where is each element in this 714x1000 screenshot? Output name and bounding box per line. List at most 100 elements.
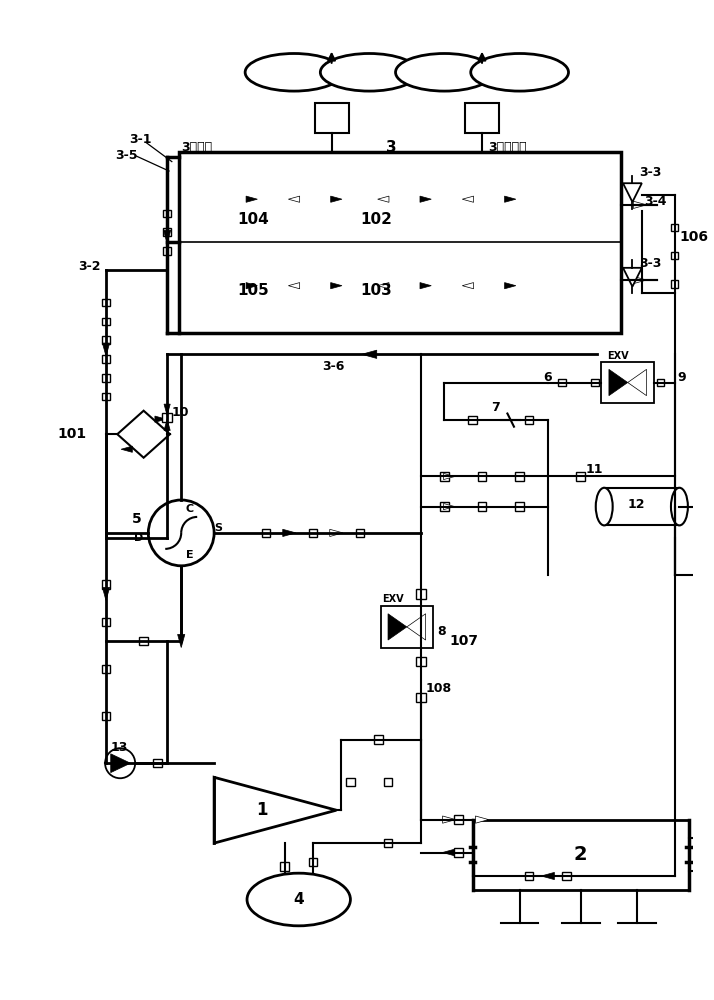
Polygon shape — [378, 196, 389, 202]
Ellipse shape — [671, 488, 688, 525]
Polygon shape — [378, 283, 389, 289]
Polygon shape — [362, 350, 377, 358]
Text: C: C — [186, 504, 194, 514]
Text: 1: 1 — [256, 801, 268, 819]
Bar — [441, 502, 448, 511]
Polygon shape — [388, 614, 407, 640]
Bar — [315, 103, 348, 133]
Polygon shape — [628, 369, 646, 396]
Text: S: S — [214, 523, 222, 533]
Polygon shape — [283, 529, 296, 537]
Polygon shape — [246, 196, 257, 202]
Text: EXV: EXV — [383, 594, 404, 604]
Bar — [468, 416, 477, 424]
Text: 2: 2 — [574, 845, 588, 864]
Text: 3-4: 3-4 — [644, 195, 666, 208]
Bar — [102, 712, 110, 720]
Text: 6: 6 — [543, 371, 552, 384]
Bar — [473, 820, 689, 890]
Text: 11: 11 — [585, 463, 603, 476]
Bar — [671, 252, 678, 259]
Text: 3-2: 3-2 — [78, 260, 101, 273]
Bar — [604, 488, 680, 525]
Bar — [525, 416, 533, 424]
Text: 13: 13 — [111, 741, 128, 754]
Text: 8: 8 — [437, 625, 446, 638]
Polygon shape — [462, 283, 473, 289]
Text: 102: 102 — [360, 212, 392, 227]
Bar — [346, 778, 355, 786]
Bar — [164, 228, 171, 236]
Bar — [102, 580, 110, 589]
Bar — [308, 858, 317, 866]
Bar — [179, 152, 621, 333]
Polygon shape — [178, 634, 185, 648]
Bar — [454, 815, 463, 824]
Bar — [657, 379, 665, 386]
Bar — [102, 355, 110, 363]
Polygon shape — [117, 411, 170, 458]
Ellipse shape — [471, 53, 568, 91]
Ellipse shape — [396, 53, 493, 91]
Polygon shape — [164, 419, 170, 430]
Bar — [102, 299, 110, 306]
Polygon shape — [443, 849, 456, 856]
Polygon shape — [164, 404, 170, 415]
Bar — [416, 589, 426, 599]
Polygon shape — [541, 872, 554, 880]
Text: 12: 12 — [628, 498, 645, 511]
Bar — [558, 379, 565, 386]
Text: 3-3: 3-3 — [639, 257, 661, 270]
Circle shape — [105, 748, 135, 778]
Polygon shape — [288, 283, 300, 289]
Ellipse shape — [245, 53, 343, 91]
Text: 105: 105 — [238, 283, 269, 298]
Polygon shape — [505, 283, 516, 289]
Polygon shape — [633, 201, 646, 208]
Text: 106: 106 — [680, 230, 708, 244]
Polygon shape — [102, 587, 110, 601]
Polygon shape — [443, 816, 456, 823]
Bar — [576, 472, 585, 481]
Circle shape — [149, 500, 214, 566]
Bar — [384, 839, 392, 847]
Text: 3-3: 3-3 — [639, 166, 661, 179]
Bar — [441, 472, 448, 481]
Polygon shape — [121, 446, 132, 452]
Polygon shape — [214, 777, 336, 843]
Bar — [601, 362, 654, 403]
Bar — [381, 606, 433, 648]
Polygon shape — [420, 196, 431, 202]
Bar — [416, 657, 426, 666]
Text: 104: 104 — [238, 212, 269, 227]
Bar — [516, 472, 524, 481]
Text: 10: 10 — [172, 406, 189, 419]
Ellipse shape — [595, 488, 613, 525]
Bar — [416, 693, 426, 702]
Bar — [281, 862, 289, 871]
Text: EXV: EXV — [607, 351, 628, 361]
Polygon shape — [102, 343, 110, 356]
Text: 3: 3 — [386, 140, 397, 155]
Text: E: E — [186, 550, 193, 560]
Bar — [516, 502, 524, 511]
Bar — [525, 872, 533, 880]
Polygon shape — [443, 503, 455, 510]
Bar — [374, 735, 383, 744]
Bar — [162, 413, 172, 422]
Text: 3分流头側: 3分流头側 — [488, 141, 527, 154]
Bar — [308, 529, 317, 537]
Polygon shape — [330, 529, 343, 537]
Text: 107: 107 — [449, 634, 478, 648]
Polygon shape — [443, 473, 455, 480]
Bar — [139, 637, 148, 645]
Polygon shape — [623, 183, 642, 202]
Text: 3-5: 3-5 — [116, 149, 138, 162]
Bar — [102, 665, 110, 673]
Text: 3-1: 3-1 — [129, 133, 152, 146]
Polygon shape — [164, 230, 171, 243]
Bar — [356, 529, 364, 537]
Text: 103: 103 — [360, 283, 391, 298]
Polygon shape — [331, 196, 342, 202]
Polygon shape — [331, 283, 342, 289]
